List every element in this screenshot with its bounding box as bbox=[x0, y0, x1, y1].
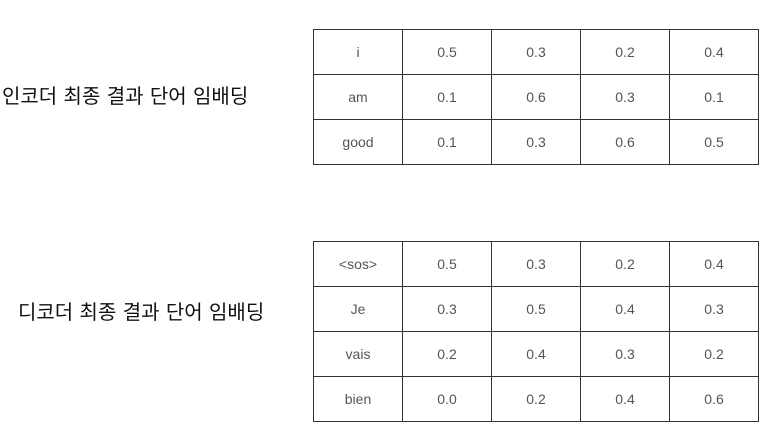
value-cell: 0.4 bbox=[580, 286, 670, 332]
table-row: bien 0.0 0.2 0.4 0.6 bbox=[313, 376, 759, 422]
value-cell: 0.1 bbox=[402, 119, 492, 165]
value-cell: 0.3 bbox=[491, 29, 581, 75]
value-cell: 0.6 bbox=[669, 376, 759, 422]
value-cell: 0.4 bbox=[669, 29, 759, 75]
encoder-embedding-label: 인코더 최종 결과 단어 임배딩 bbox=[2, 84, 249, 108]
value-cell: 0.2 bbox=[669, 331, 759, 377]
table-row: <sos> 0.5 0.3 0.2 0.4 bbox=[313, 241, 759, 287]
value-cell: 0.5 bbox=[491, 286, 581, 332]
value-cell: 0.5 bbox=[402, 241, 492, 287]
value-cell: 0.6 bbox=[580, 119, 670, 165]
value-cell: 0.5 bbox=[669, 119, 759, 165]
value-cell: 0.4 bbox=[580, 376, 670, 422]
word-cell: Je bbox=[313, 286, 403, 332]
value-cell: 0.1 bbox=[669, 74, 759, 120]
word-cell: bien bbox=[313, 376, 403, 422]
value-cell: 0.2 bbox=[491, 376, 581, 422]
value-cell: 0.2 bbox=[402, 331, 492, 377]
value-cell: 0.3 bbox=[402, 286, 492, 332]
decoder-embedding-label: 디코더 최종 결과 단어 임배딩 bbox=[18, 300, 265, 324]
encoder-embedding-table: i 0.5 0.3 0.2 0.4 am 0.1 0.6 0.3 0.1 goo… bbox=[313, 29, 759, 165]
word-cell: i bbox=[313, 29, 403, 75]
value-cell: 0.6 bbox=[491, 74, 581, 120]
value-cell: 0.4 bbox=[491, 331, 581, 377]
value-cell: 0.1 bbox=[402, 74, 492, 120]
table-row: vais 0.2 0.4 0.3 0.2 bbox=[313, 331, 759, 377]
word-cell: am bbox=[313, 74, 403, 120]
value-cell: 0.3 bbox=[491, 119, 581, 165]
table-row: good 0.1 0.3 0.6 0.5 bbox=[313, 119, 759, 165]
table-row: am 0.1 0.6 0.3 0.1 bbox=[313, 74, 759, 120]
value-cell: 0.0 bbox=[402, 376, 492, 422]
value-cell: 0.5 bbox=[402, 29, 492, 75]
value-cell: 0.3 bbox=[580, 331, 670, 377]
value-cell: 0.3 bbox=[580, 74, 670, 120]
word-cell: <sos> bbox=[313, 241, 403, 287]
value-cell: 0.3 bbox=[669, 286, 759, 332]
value-cell: 0.3 bbox=[491, 241, 581, 287]
value-cell: 0.2 bbox=[580, 241, 670, 287]
word-cell: vais bbox=[313, 331, 403, 377]
value-cell: 0.2 bbox=[580, 29, 670, 75]
table-row: i 0.5 0.3 0.2 0.4 bbox=[313, 29, 759, 75]
word-cell: good bbox=[313, 119, 403, 165]
table-row: Je 0.3 0.5 0.4 0.3 bbox=[313, 286, 759, 332]
decoder-embedding-table: <sos> 0.5 0.3 0.2 0.4 Je 0.3 0.5 0.4 0.3… bbox=[313, 241, 759, 422]
value-cell: 0.4 bbox=[669, 241, 759, 287]
